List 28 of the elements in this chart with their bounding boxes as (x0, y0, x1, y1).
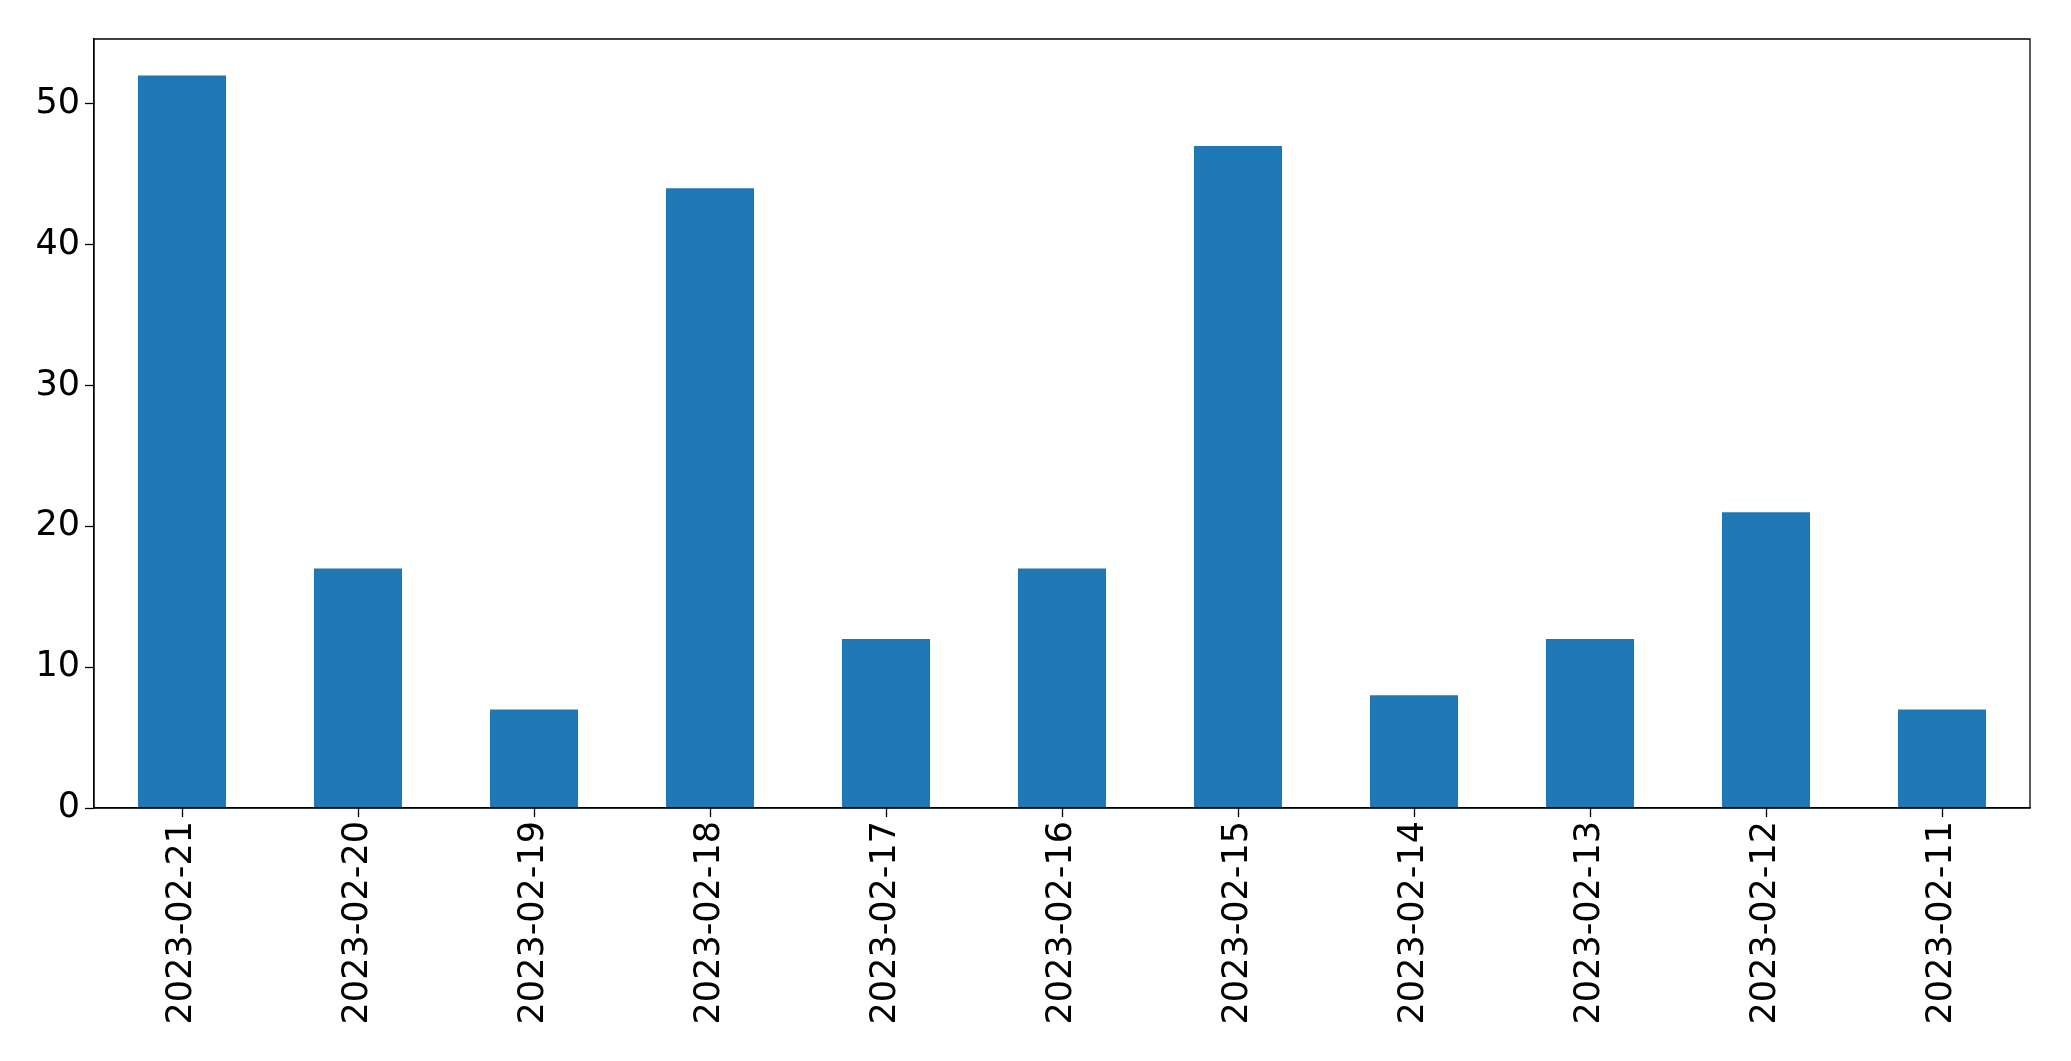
bar (842, 638, 930, 808)
bar (490, 709, 578, 808)
bar (1194, 146, 1282, 808)
bar (138, 75, 226, 808)
y-tick-label: 10 (35, 644, 80, 685)
bar (314, 568, 402, 808)
x-tick-label: 2023-02-21 (159, 821, 200, 1025)
x-tick-label: 2023-02-19 (511, 821, 552, 1025)
bar (1722, 512, 1810, 808)
y-tick-label: 20 (35, 503, 80, 544)
y-tick-label: 30 (35, 362, 80, 403)
y-tick-label: 40 (35, 221, 80, 262)
bar (1370, 695, 1458, 808)
bar (1546, 638, 1634, 808)
x-tick-label: 2023-02-15 (1215, 821, 1256, 1025)
y-tick-label: 50 (35, 80, 80, 121)
x-tick-label: 2023-02-20 (335, 821, 376, 1025)
bar (1018, 568, 1106, 808)
x-tick-label: 2023-02-16 (1039, 821, 1080, 1025)
x-tick-label: 2023-02-17 (863, 821, 904, 1025)
x-tick-label: 2023-02-13 (1567, 821, 1608, 1025)
bar (666, 188, 754, 808)
y-tick-label: 0 (57, 785, 80, 826)
bar (1898, 709, 1986, 808)
x-tick-label: 2023-02-14 (1391, 821, 1432, 1025)
x-tick-label: 2023-02-12 (1743, 821, 1784, 1025)
x-tick-label: 2023-02-18 (687, 821, 728, 1025)
x-tick-label: 2023-02-11 (1919, 821, 1960, 1025)
